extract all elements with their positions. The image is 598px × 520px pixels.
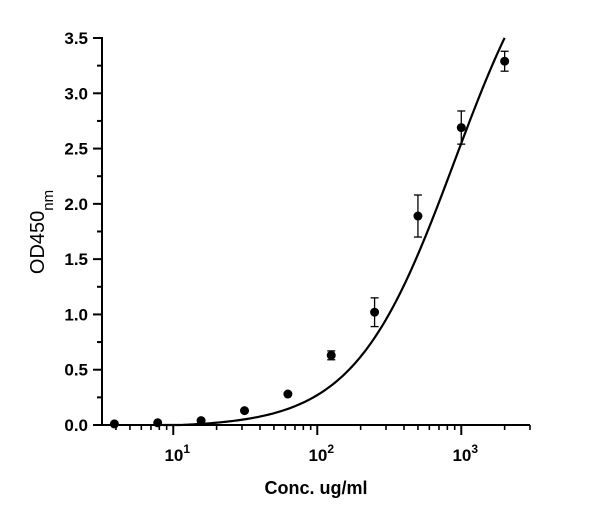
- x-tick-base: 10: [164, 446, 183, 465]
- x-tick-exponent: 1: [183, 442, 190, 456]
- y-tick-label: 1.5: [64, 250, 88, 269]
- x-tick-exponent: 3: [471, 442, 478, 456]
- data-point: [109, 419, 119, 429]
- x-tick-label: 103: [452, 442, 478, 465]
- y-tick-label: 2.0: [64, 195, 88, 214]
- y-tick-label: 0.5: [64, 361, 88, 380]
- data-point: [326, 350, 336, 360]
- data-point: [240, 406, 250, 416]
- data-point: [413, 211, 423, 221]
- data-point: [456, 123, 466, 133]
- x-tick-label: 102: [308, 442, 334, 465]
- x-tick-label: 101: [164, 442, 190, 465]
- fit-curve-layer: [163, 37, 506, 427]
- y-tick-label: 2.5: [64, 140, 88, 159]
- data-point: [153, 418, 163, 428]
- x-tick-base: 10: [452, 446, 471, 465]
- fit-curve: [163, 37, 506, 427]
- y-axis-title-subscript: nm: [40, 190, 57, 211]
- x-axis-title: Conc. ug/ml: [265, 478, 368, 498]
- data-point: [500, 56, 510, 66]
- x-tick-exponent: 2: [327, 442, 334, 456]
- y-tick-label: 3.5: [64, 29, 88, 48]
- x-tick-base: 10: [308, 446, 327, 465]
- y-tick-label: 0.0: [64, 416, 88, 435]
- y-tick-label: 1.0: [64, 305, 88, 324]
- x-axis: 101 102 103: [102, 424, 531, 465]
- data-points-layer: [109, 50, 510, 429]
- y-tick-label: 3.0: [64, 84, 88, 103]
- data-point: [370, 307, 380, 317]
- y-axis-title-main: OD450: [27, 211, 49, 274]
- data-point: [196, 416, 206, 426]
- data-point: [283, 389, 293, 399]
- y-axis-title: OD450nm: [27, 190, 57, 274]
- y-axis: 0.0 0.5 1.0 1.5 2.0 2.5 3.0 3.5: [64, 29, 103, 435]
